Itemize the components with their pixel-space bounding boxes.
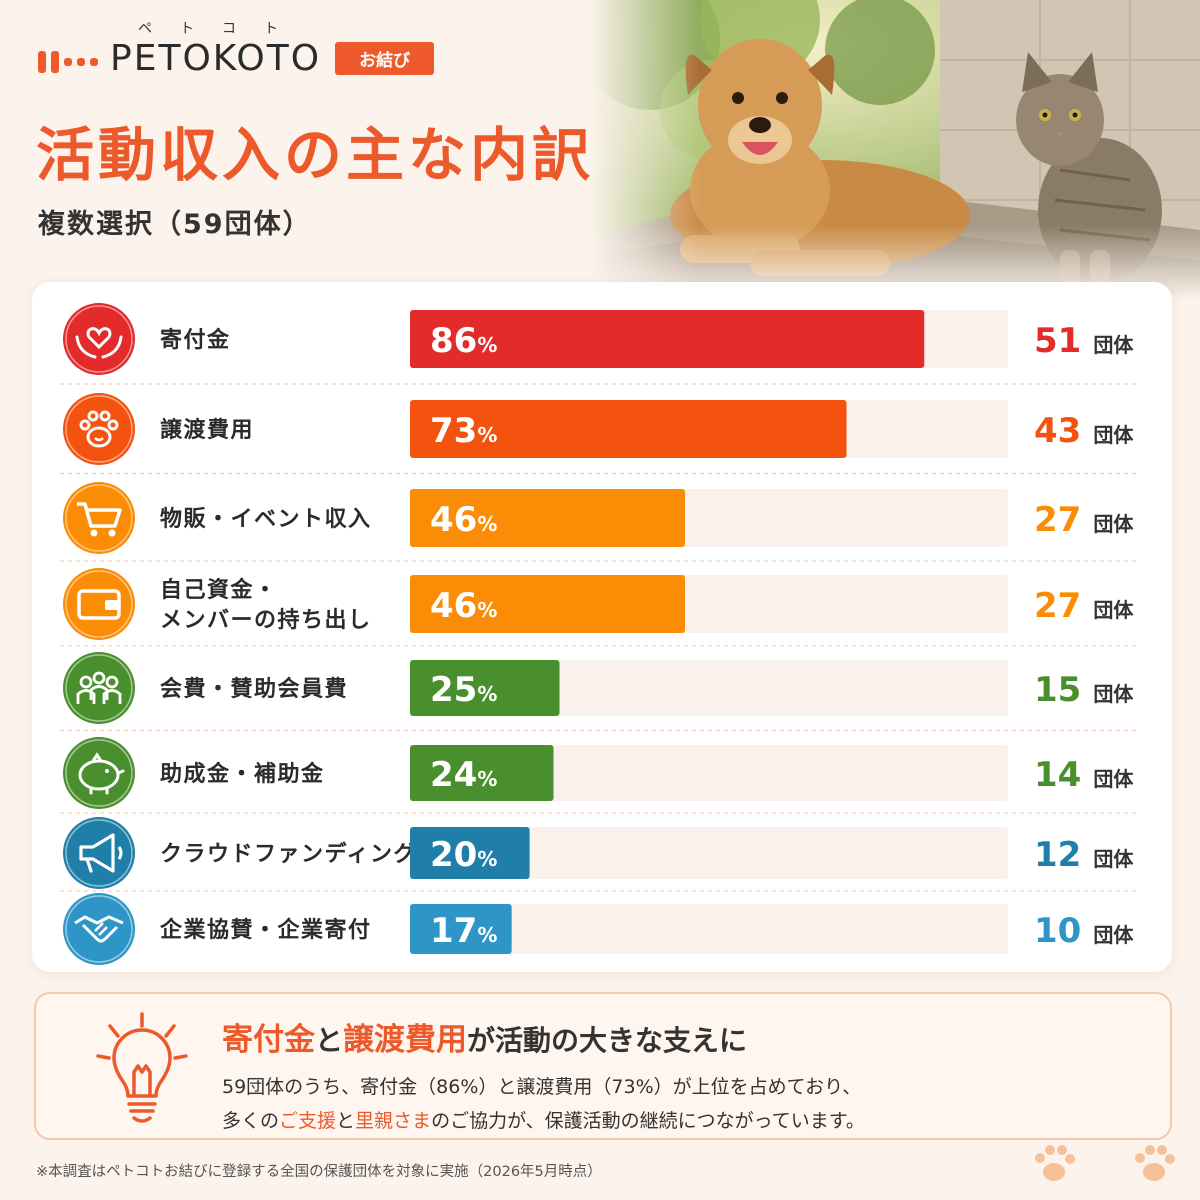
category-label: 助成金・補助金 [160, 761, 325, 787]
bar-value-label: 46% [430, 500, 497, 540]
summary-callout: 寄付金と譲渡費用が活動の大きな支えに 59団体のうち、寄付金（86%）と譲渡費用… [34, 992, 1172, 1140]
brand-logo: ペトコト PETOKOTO お結び [38, 21, 435, 79]
handshake-icon [63, 893, 135, 965]
bar-value-label: 17% [430, 911, 497, 951]
chart-row: 寄付金 86% 51 団体 [63, 303, 1134, 375]
count-label: 10 団体 [1034, 911, 1134, 951]
callout-body: 59団体のうち、寄付金（86%）と譲渡費用（73%）が上位を占めており、 多くの… [222, 1070, 865, 1138]
chart-row: 会費・賛助会員費 25% 15 団体 [60, 645, 1136, 724]
bar [410, 660, 560, 716]
count-label: 15 団体 [1034, 670, 1134, 710]
cart-icon [63, 482, 135, 554]
brand-kana: ペトコト [138, 21, 306, 37]
paw-icon [63, 393, 135, 465]
bar-value-label: 25% [430, 670, 497, 710]
count-label: 43 団体 [1034, 411, 1134, 451]
category-label: 会費・賛助会員費 [160, 676, 348, 702]
bar-value-label: 20% [430, 835, 497, 875]
chart-row: クラウドファンディング 20% 12 団体 [60, 812, 1136, 889]
chart-row: 助成金・補助金 24% 14 団体 [60, 730, 1136, 809]
callout-title: 寄付金と譲渡費用が活動の大きな支えに [222, 1014, 747, 1059]
brand-mark-icon [38, 51, 98, 73]
category-label: クラウドファンディング [160, 841, 417, 867]
callout-line-1: 59団体のうち、寄付金（86%）と譲渡費用（73%）が上位を占めており、 [222, 1076, 862, 1098]
callout-highlight-adoption: 譲渡費用 [343, 1022, 468, 1058]
bar [410, 904, 512, 954]
heart-hands-icon [63, 303, 135, 375]
megaphone-icon [63, 817, 135, 889]
lightbulb-icon [96, 1012, 188, 1123]
bar-value-label: 86% [430, 321, 497, 361]
bar [410, 827, 530, 879]
page-subtitle: 複数選択（59団体） [38, 209, 312, 240]
callout-line-2: 多くのご支援と里親さまのご協力が、保護活動の継続につながっています。 [222, 1104, 865, 1138]
bar-value-label: 24% [430, 755, 497, 795]
callout-highlight-support: ご支援 [279, 1110, 337, 1132]
callout-title-part: と [315, 1024, 344, 1057]
chart-row: 物販・イベント収入 46% 27 団体 [60, 473, 1136, 554]
category-label: 寄付金 [160, 327, 231, 353]
bar [410, 310, 925, 368]
wallet-icon [63, 568, 135, 640]
piggy-bank-icon [63, 737, 135, 809]
callout-highlight-foster: 里親さま [355, 1110, 432, 1132]
category-label: 譲渡費用 [160, 417, 254, 443]
page-title: 活動収入の主な内訳 [36, 121, 595, 189]
chart-row: 自己資金・メンバーの持ち出し 46% 27 団体 [60, 560, 1136, 640]
chart-row: 譲渡費用 73% 43 団体 [60, 383, 1136, 465]
count-label: 27 団体 [1034, 586, 1134, 626]
paw-prints-decoration [1035, 1145, 1175, 1181]
count-label: 51 団体 [1034, 321, 1134, 361]
category-label: 物販・イベント収入 [160, 506, 372, 532]
callout-highlight-donation: 寄付金 [222, 1022, 315, 1058]
bar-value-label: 46% [430, 586, 497, 626]
footnote: ※本調査はペトコトお結びに登録する全国の保護団体を対象に実施（2026年5月時点… [36, 1164, 602, 1180]
bar [410, 575, 686, 633]
callout-text: のご協力が、保護活動の継続につながっています。 [431, 1110, 865, 1132]
bar [410, 489, 686, 547]
count-label: 27 団体 [1034, 500, 1134, 540]
category-label: 企業協賛・企業寄付 [159, 917, 372, 943]
bar-value-label: 73% [430, 411, 497, 451]
callout-text: と [336, 1110, 356, 1132]
brand-name: PETOKOTO [110, 38, 322, 79]
chart-card: 寄付金 86% 51 団体 譲渡費用 73% 43 団体 物販・イベント収入 46% 27 団体 自己資… [32, 282, 1172, 972]
category-label: 自己資金・メンバーの持ち出し [160, 577, 372, 633]
people-icon [63, 652, 135, 724]
count-label: 12 団体 [1034, 835, 1134, 875]
count-label: 14 団体 [1034, 755, 1134, 795]
brand-tag: お結び [335, 42, 435, 75]
callout-title-part: が活動の大きな支えに [467, 1024, 748, 1057]
bar-track [410, 745, 1008, 801]
bar [410, 400, 847, 458]
dog-and-cat-photo [590, 0, 1200, 300]
bar [410, 745, 554, 801]
chart-row: 企業協賛・企業寄付 17% 10 団体 [60, 890, 1136, 965]
bar-track [410, 827, 1008, 879]
bar-track [410, 904, 1008, 954]
callout-text: 多くの [222, 1110, 280, 1132]
